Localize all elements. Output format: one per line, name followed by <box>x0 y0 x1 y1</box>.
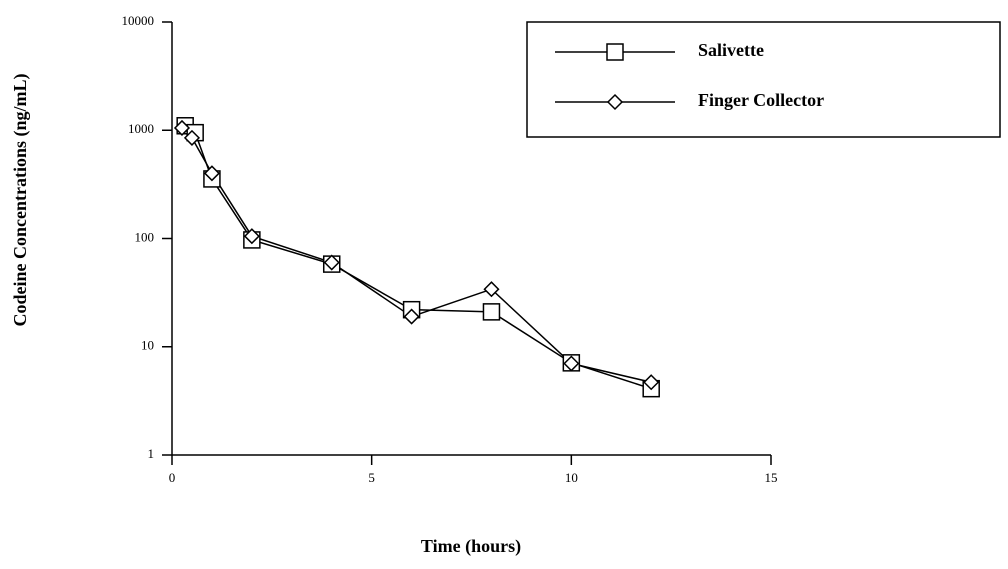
x-tick-label: 15 <box>765 470 778 485</box>
square-marker <box>606 43 624 61</box>
diamond-marker <box>606 93 624 111</box>
y-tick-label: 1 <box>148 446 155 461</box>
y-tick-label: 100 <box>135 229 155 244</box>
diamond-marker <box>403 308 420 325</box>
legend-label: Finger Collector <box>698 90 824 110</box>
diamond-marker <box>173 119 191 137</box>
y-tick-label: 10 <box>141 338 154 353</box>
x-tick-label: 10 <box>565 470 578 485</box>
legend-box <box>526 21 1001 138</box>
diamond-marker <box>643 374 660 391</box>
y-tick-label: 1000 <box>128 121 154 136</box>
series-line <box>184 125 652 390</box>
x-tick-label: 0 <box>169 470 176 485</box>
diamond-marker <box>563 355 580 372</box>
series-line <box>181 127 652 383</box>
y-axis-title: Codeine Concentrations (ng/mL) <box>10 74 31 327</box>
diamond-marker <box>203 165 220 182</box>
legend-label: Salivette <box>698 40 764 60</box>
diamond-marker <box>243 228 260 245</box>
square-marker <box>482 303 501 321</box>
diamond-marker <box>183 129 201 146</box>
diamond-marker <box>483 281 500 298</box>
x-axis-title: Time (hours) <box>421 536 521 557</box>
x-tick-label: 5 <box>368 470 375 485</box>
diamond-marker <box>323 254 340 271</box>
y-tick-label: 10000 <box>122 13 155 28</box>
